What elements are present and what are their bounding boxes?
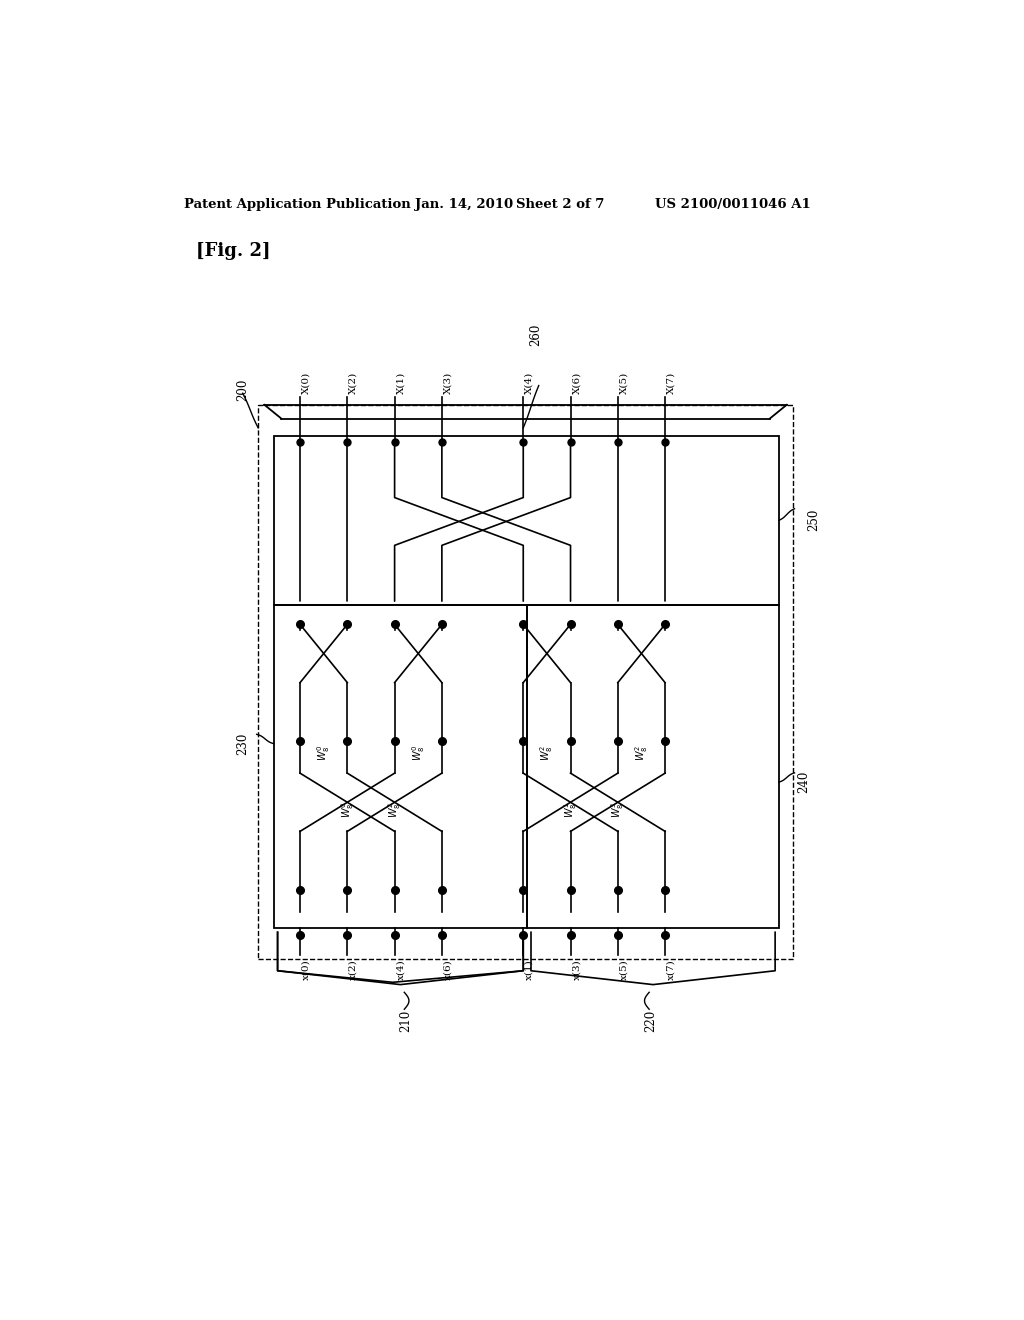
Text: $W_8^2$: $W_8^2$ — [386, 803, 403, 818]
Bar — [258, 405, 793, 960]
Text: $W_8^0$: $W_8^0$ — [315, 744, 332, 762]
Bar — [273, 436, 779, 605]
Text: 200: 200 — [236, 379, 249, 401]
Text: $W_8^3$: $W_8^3$ — [609, 801, 627, 818]
Text: 250: 250 — [808, 510, 820, 532]
Text: x(6): x(6) — [443, 960, 453, 979]
Text: X(6): X(6) — [572, 372, 581, 395]
Text: $W_8^1$: $W_8^1$ — [562, 803, 579, 818]
Text: X(5): X(5) — [620, 372, 629, 395]
Text: x(7): x(7) — [667, 960, 676, 979]
Text: x(5): x(5) — [620, 960, 629, 979]
Text: x(3): x(3) — [572, 960, 581, 979]
Text: Sheet 2 of 7: Sheet 2 of 7 — [515, 198, 604, 211]
Text: 220: 220 — [644, 1010, 657, 1031]
Text: X(2): X(2) — [349, 372, 357, 395]
Text: X(4): X(4) — [524, 372, 534, 395]
Text: $W_8^2$: $W_8^2$ — [633, 746, 650, 762]
Text: $W_8^0$: $W_8^0$ — [410, 744, 427, 762]
Text: 260: 260 — [529, 323, 543, 346]
Text: Patent Application Publication: Patent Application Publication — [183, 198, 411, 211]
Text: US 2100/0011046 A1: US 2100/0011046 A1 — [655, 198, 811, 211]
Bar — [273, 605, 527, 928]
Text: 240: 240 — [797, 771, 810, 793]
Text: x(0): x(0) — [302, 960, 310, 979]
Text: [Fig. 2]: [Fig. 2] — [197, 242, 270, 260]
Bar — [527, 605, 779, 928]
Text: X(7): X(7) — [667, 372, 676, 395]
Text: 210: 210 — [399, 1010, 413, 1031]
Text: x(2): x(2) — [349, 960, 357, 979]
Text: X(3): X(3) — [443, 372, 453, 395]
Text: x(4): x(4) — [396, 960, 406, 979]
Text: x(1): x(1) — [524, 960, 534, 979]
Text: $W_8^2$: $W_8^2$ — [539, 746, 555, 762]
Text: X(0): X(0) — [302, 372, 310, 395]
Text: X(1): X(1) — [396, 372, 406, 395]
Text: 230: 230 — [236, 733, 249, 755]
Text: Jan. 14, 2010: Jan. 14, 2010 — [415, 198, 513, 211]
Text: $W_8^0$: $W_8^0$ — [339, 801, 355, 818]
